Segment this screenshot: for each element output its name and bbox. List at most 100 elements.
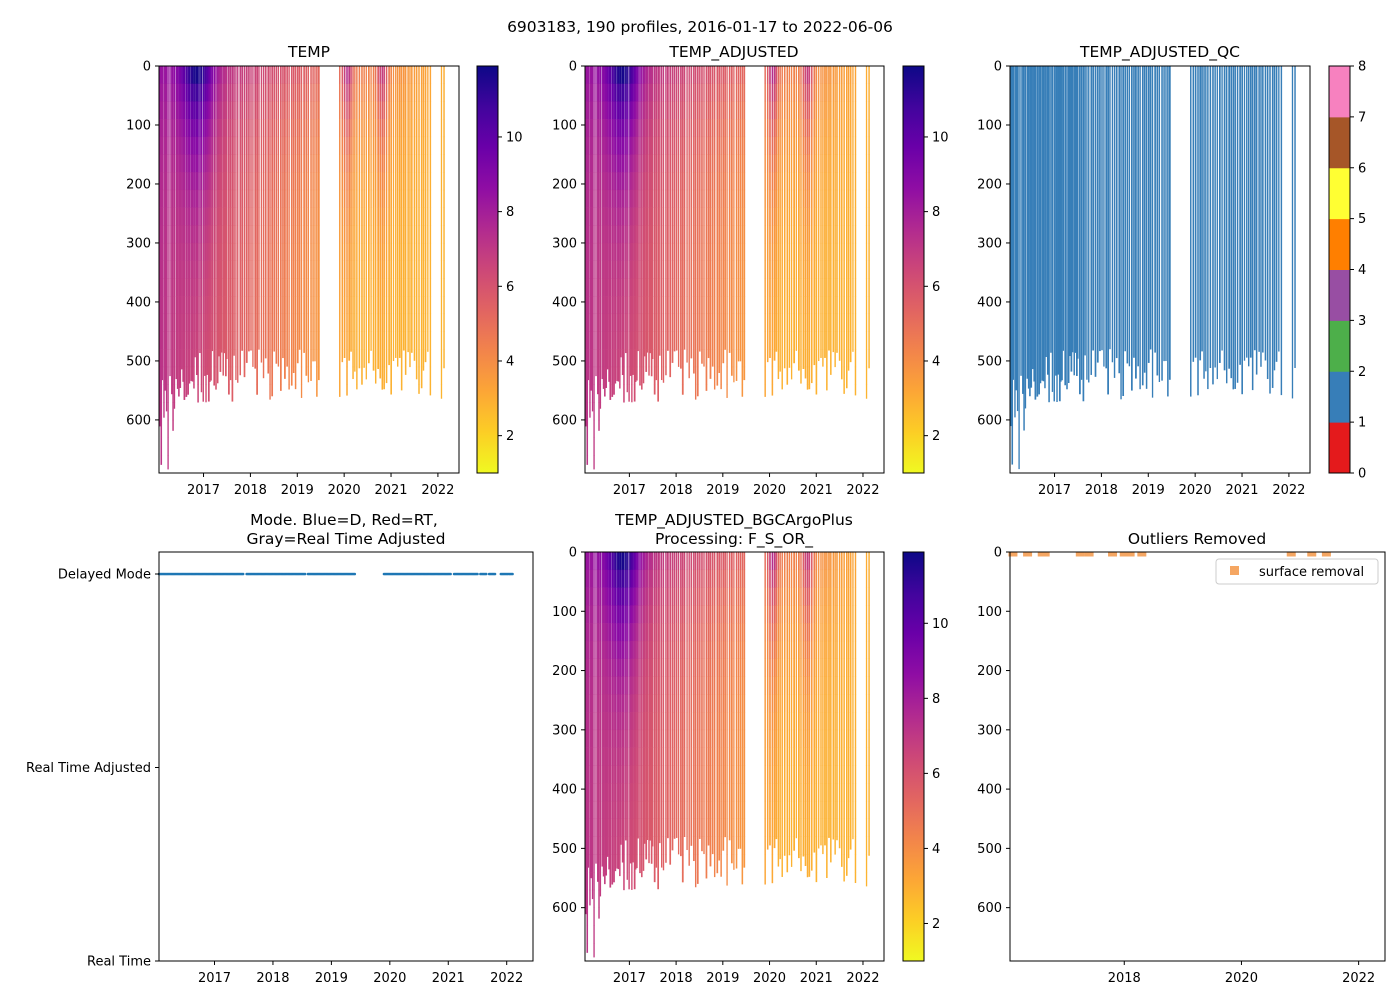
temp-cell xyxy=(204,331,206,350)
temp-cell xyxy=(671,331,674,350)
temp-cell xyxy=(202,331,204,350)
temp-cell xyxy=(165,101,168,120)
temp-cell xyxy=(703,172,705,191)
temp-cell xyxy=(305,207,308,226)
temp-cell xyxy=(209,313,211,332)
temp-cell xyxy=(219,225,222,244)
temp-cell xyxy=(818,66,820,84)
temp-cell xyxy=(795,66,798,84)
temp-cell xyxy=(586,366,589,385)
temp-cell xyxy=(205,313,207,332)
temp-profile xyxy=(348,66,351,361)
temp-cell xyxy=(262,278,265,297)
temp-cell xyxy=(233,331,235,350)
temp-cell xyxy=(273,296,275,315)
temp-cell xyxy=(284,189,286,208)
temp-cell xyxy=(771,225,774,244)
temp-cell xyxy=(374,66,377,84)
temp-cell xyxy=(202,136,204,155)
temp-cell xyxy=(231,313,234,332)
temp-cell xyxy=(200,384,203,393)
temp-cell xyxy=(269,384,271,400)
temp-cell xyxy=(182,278,184,297)
temp-cell xyxy=(264,331,267,350)
temp-cell xyxy=(741,260,744,279)
temp-cell xyxy=(420,136,423,155)
temp-cell xyxy=(735,225,738,244)
temp-profile xyxy=(722,66,725,364)
temp-cell xyxy=(669,349,672,368)
temp-cell xyxy=(683,101,686,120)
temp-cell xyxy=(223,296,226,315)
temp-cell xyxy=(218,349,220,357)
temp-cell xyxy=(226,101,228,120)
temp-cell xyxy=(737,154,740,173)
temp-cell xyxy=(666,260,669,279)
temp-cell xyxy=(280,101,282,120)
temp-cell xyxy=(300,349,303,368)
temp-cell xyxy=(415,260,418,279)
temp-cell xyxy=(743,296,746,315)
temp-cell xyxy=(631,172,633,191)
temp-cell xyxy=(669,313,672,332)
temp-cell xyxy=(300,172,303,191)
temp-cell xyxy=(216,296,219,315)
temp-cell xyxy=(193,119,195,138)
temp-cell xyxy=(634,313,637,332)
temp-cell xyxy=(804,349,807,368)
temp-cell xyxy=(632,331,634,350)
temp-cell xyxy=(356,260,358,279)
temp-cell xyxy=(609,66,612,84)
temp-cell xyxy=(639,154,641,173)
temp-cell xyxy=(604,136,606,155)
temp-cell xyxy=(379,154,382,173)
temp-cell xyxy=(396,331,399,350)
temp-cell xyxy=(407,136,409,155)
temp-cell xyxy=(779,207,781,226)
temp-cell xyxy=(303,225,305,244)
temp-cell xyxy=(724,225,726,244)
temp-cell xyxy=(589,66,591,84)
temp-cell xyxy=(298,83,301,102)
temp-cell xyxy=(824,242,826,261)
temp-cell xyxy=(590,296,593,315)
temp-cell xyxy=(392,66,395,84)
temp-profile xyxy=(728,66,731,353)
temp-cell xyxy=(614,83,617,102)
temp-cell xyxy=(356,366,358,385)
temp-cell xyxy=(390,154,392,173)
temp-cell xyxy=(245,101,248,120)
temp-cell xyxy=(808,101,811,120)
temp-cell xyxy=(171,207,173,226)
temp-cell xyxy=(381,119,384,138)
temp-cell xyxy=(713,349,716,368)
temp-cell xyxy=(675,101,678,120)
temp-cell xyxy=(361,366,363,385)
temp-cell xyxy=(771,119,774,138)
temp-cell xyxy=(202,313,204,332)
temp-cell xyxy=(769,154,771,173)
temp-cell xyxy=(424,225,427,244)
temp-cell xyxy=(275,136,278,155)
temp-cell xyxy=(699,101,701,120)
temp-cell xyxy=(828,349,830,351)
temp-cell xyxy=(660,136,663,155)
temp-cell xyxy=(653,384,656,395)
temp-cell xyxy=(200,119,203,138)
temp-profile xyxy=(793,66,796,364)
temp-cell xyxy=(769,278,771,297)
temp-cell xyxy=(806,189,809,208)
temp-cell xyxy=(625,313,627,332)
temp-cell xyxy=(728,278,731,297)
temp-cell xyxy=(686,296,688,315)
temp-cell xyxy=(655,189,658,208)
temp-cell xyxy=(608,349,610,368)
temp-cell xyxy=(830,207,832,226)
temp-cell xyxy=(193,83,195,102)
temp-cell xyxy=(300,260,303,279)
temp-cell xyxy=(411,101,413,120)
temp-cell xyxy=(611,101,614,120)
temp-cell xyxy=(181,225,183,244)
temp-cell xyxy=(370,260,372,279)
